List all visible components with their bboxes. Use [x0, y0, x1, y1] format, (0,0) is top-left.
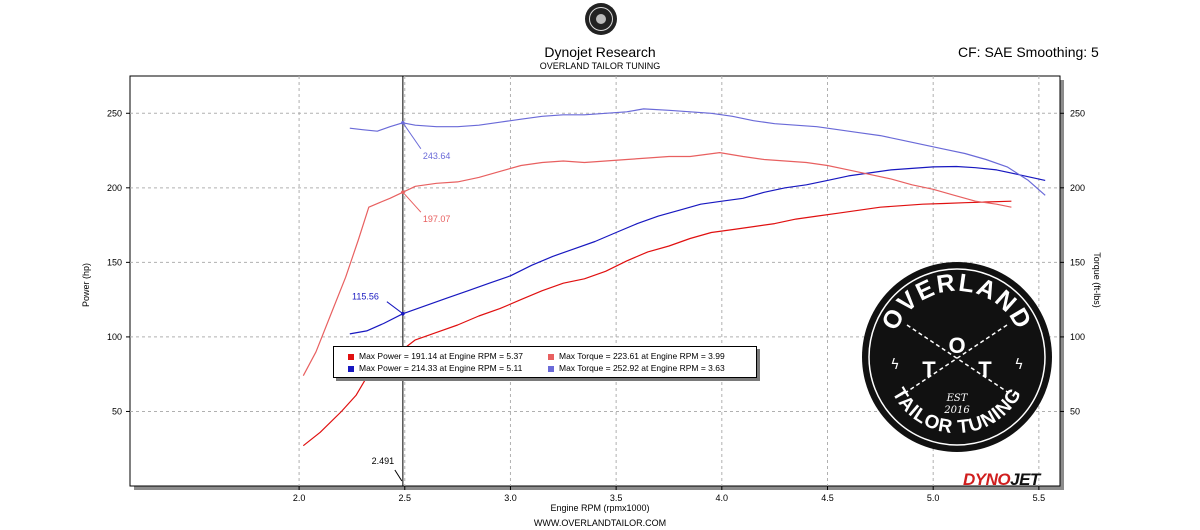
watermark-est: EST — [946, 393, 969, 404]
series-line-torque-3 — [302, 152, 1012, 376]
brand-part-2: JET — [1010, 470, 1040, 489]
annotation-label: 197.07 — [423, 214, 451, 224]
chart-subtitle: OVERLAND TAILOR TUNING — [539, 61, 661, 71]
annotation-point — [401, 190, 405, 194]
y-tick-label-right: 250 — [1070, 108, 1085, 118]
dynojet-logo: DYNOJET — [963, 470, 1040, 490]
y-tick-label-left: 50 — [112, 406, 122, 416]
y-tick-label-right: 150 — [1070, 257, 1085, 267]
overland-tailor-watermark: OVERLAND TAILOR TUNING T O T EST 2016 ϟ … — [862, 262, 1052, 452]
annotation-point — [401, 120, 405, 125]
watermark-letter-2: O — [948, 333, 965, 358]
watermark-letter-3: T — [978, 357, 992, 382]
x-tick-label: 2.0 — [293, 493, 306, 503]
legend-swatch-red — [348, 353, 354, 360]
series-line-power-2 — [349, 165, 1046, 335]
cursor-value-label: 2.491 — [372, 456, 395, 466]
cursor-arrow — [394, 469, 403, 482]
x-tick-label: 5.0 — [927, 493, 940, 503]
legend-row: Max Power = 214.33 at Engine RPM = 5.11 … — [348, 362, 725, 374]
x-tick-label: 2.5 — [399, 493, 412, 503]
watermark-ring — [868, 268, 1046, 446]
y-axis-label-left: Power (hp) — [81, 262, 91, 308]
legend-box: Max Power = 191.14 at Engine RPM = 5.37 … — [333, 346, 757, 378]
series-line-torque-4 — [349, 108, 1046, 196]
watermark-year: 2016 — [943, 405, 970, 416]
watermark-x-line-2 — [901, 324, 1008, 396]
x-tick-label: 4.0 — [716, 493, 729, 503]
legend-swatch-light-blue — [548, 365, 554, 372]
annotation-leader — [386, 301, 404, 315]
y-tick-label-left: 250 — [107, 108, 122, 118]
axis-ticks: 2.0 2.5 3.0 3.5 4.0 4.5 5.0 5.5 50 50 100 100 150 150… — [107, 108, 1085, 503]
y-tick-label-right: 200 — [1070, 183, 1085, 193]
dynojet-emblem-icon — [585, 3, 617, 35]
x-tick-label: 5.5 — [1033, 493, 1046, 503]
annotation-point — [401, 311, 405, 316]
cursor-group: 2.491 — [372, 76, 404, 486]
watermark-outer-circle — [862, 262, 1052, 452]
annotation-label: 243.64 — [423, 151, 451, 161]
y-tick-label-left: 200 — [107, 183, 122, 193]
annotation-leader — [402, 122, 422, 150]
y-axis-label-right: Torque (ft-lbs) — [1092, 252, 1102, 308]
watermark-right-bolt-icon: ϟ — [1014, 357, 1023, 373]
watermark-letter-1: T — [922, 357, 936, 382]
watermark-left-bolt-icon: ϟ — [890, 357, 899, 373]
x-tick-label: 4.5 — [821, 493, 834, 503]
y-tick-label-right: 50 — [1070, 406, 1080, 416]
legend-swatch-blue — [348, 365, 354, 372]
correction-factor-label: CF: SAE Smoothing: 5 — [958, 44, 1099, 60]
y-tick-label-right: 100 — [1070, 332, 1085, 342]
legend-torque-text: Max Torque = 252.92 at Engine RPM = 3.63 — [559, 363, 725, 373]
legend-swatch-light-red — [548, 353, 554, 360]
brand-part-1: DYNO — [963, 470, 1011, 489]
annotation-leader — [402, 191, 422, 213]
chart-title: Dynojet Research — [544, 44, 656, 60]
y-tick-label-left: 100 — [107, 332, 122, 342]
legend-row: Max Power = 191.14 at Engine RPM = 5.37 … — [348, 350, 725, 362]
watermark-x-line-1 — [906, 324, 1013, 396]
annotation-label: 115.56 — [352, 292, 379, 302]
legend-power-text: Max Power = 191.14 at Engine RPM = 5.37 — [359, 351, 523, 361]
y-tick-label-left: 150 — [107, 257, 122, 267]
x-tick-label: 3.5 — [610, 493, 623, 503]
legend-power-text: Max Power = 214.33 at Engine RPM = 5.11 — [359, 363, 523, 373]
legend-torque-text: Max Torque = 223.61 at Engine RPM = 3.99 — [559, 351, 725, 361]
website-footer: WWW.OVERLANDTAILOR.COM — [533, 518, 667, 528]
x-tick-label: 3.0 — [504, 493, 517, 503]
x-axis-label: Engine RPM (rpmx1000) — [550, 503, 650, 513]
